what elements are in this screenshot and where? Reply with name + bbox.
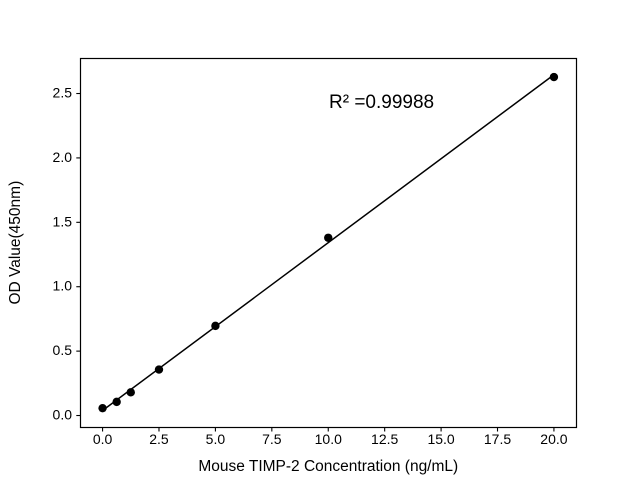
svg-text:Mouse TIMP-2 Concentration (ng: Mouse TIMP-2 Concentration (ng/mL) xyxy=(198,458,458,475)
svg-text:2.0: 2.0 xyxy=(53,149,73,165)
svg-text:15.0: 15.0 xyxy=(427,431,454,447)
svg-text:OD Value(450nm): OD Value(450nm) xyxy=(7,181,24,305)
svg-text:5.0: 5.0 xyxy=(206,431,226,447)
svg-text:10.0: 10.0 xyxy=(315,431,342,447)
svg-text:12.5: 12.5 xyxy=(371,431,398,447)
svg-text:0.0: 0.0 xyxy=(53,407,73,423)
svg-text:2.5: 2.5 xyxy=(149,431,169,447)
svg-text:20.0: 20.0 xyxy=(540,431,567,447)
svg-text:1.0: 1.0 xyxy=(53,278,73,294)
svg-text:2.5: 2.5 xyxy=(53,85,73,101)
svg-text:0.5: 0.5 xyxy=(53,342,73,358)
svg-text:0.0: 0.0 xyxy=(93,431,113,447)
svg-text:R² =0.99988: R² =0.99988 xyxy=(329,92,434,113)
svg-text:7.5: 7.5 xyxy=(262,431,282,447)
svg-text:1.5: 1.5 xyxy=(53,213,73,229)
svg-text:17.5: 17.5 xyxy=(484,431,511,447)
